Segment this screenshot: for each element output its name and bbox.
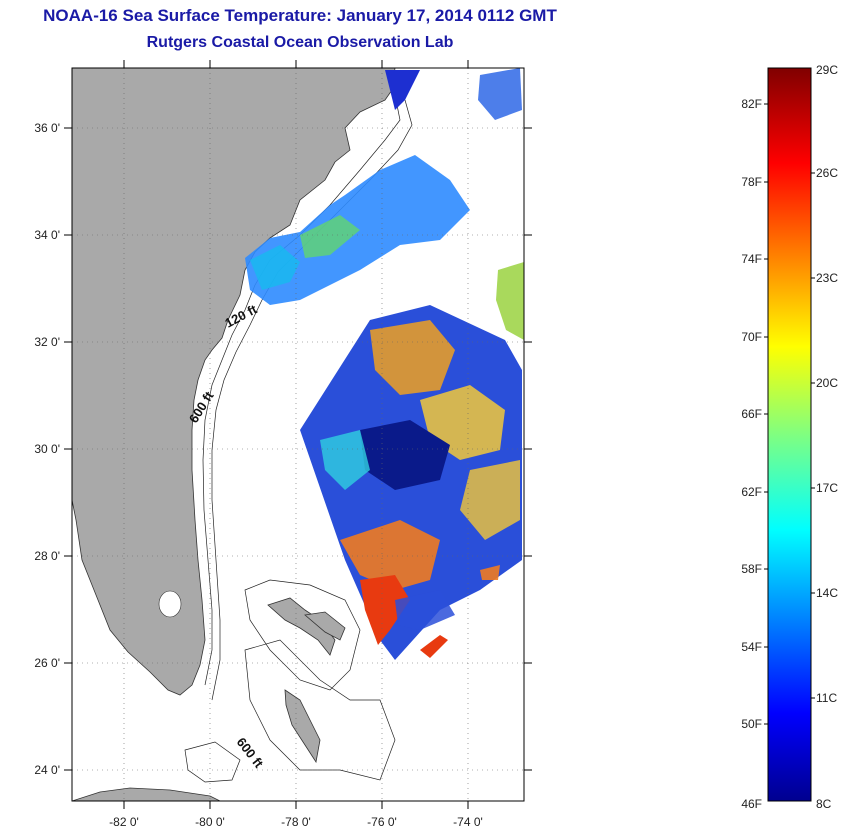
lat-label: 28 0' — [34, 549, 60, 563]
lon-label: -78 0' — [281, 815, 311, 829]
cbar-c-label: 8C — [816, 797, 832, 811]
colorbar-f-labels: 82F 78F 74F 70F 66F 62F 58F 54F 50F 46F — [741, 97, 762, 811]
land-mainland — [72, 68, 396, 696]
cbar-f-label: 66F — [741, 407, 762, 421]
cbar-f-label: 70F — [741, 330, 762, 344]
lon-tick-labels: -82 0' -80 0' -78 0' -76 0' -74 0' — [109, 815, 483, 829]
map-border — [71, 67, 525, 802]
lat-label: 34 0' — [34, 228, 60, 242]
cbar-f-label: 54F — [741, 640, 762, 654]
lon-label: -82 0' — [109, 815, 139, 829]
colorbar-c-labels: 29C 26C 23C 20C 17C 14C 11C 8C — [816, 63, 838, 811]
lat-tick-labels: 36 0' 34 0' 32 0' 30 0' 28 0' 26 0' 24 0… — [34, 121, 60, 777]
cbar-f-label: 50F — [741, 717, 762, 731]
cbar-c-label: 14C — [816, 586, 838, 600]
colorbar — [767, 67, 812, 802]
lon-label: -80 0' — [195, 815, 225, 829]
sst-swath — [245, 68, 524, 660]
cbar-c-label: 23C — [816, 271, 838, 285]
cbar-f-label: 46F — [741, 797, 762, 811]
cbar-f-label: 74F — [741, 252, 762, 266]
lat-label: 32 0' — [34, 335, 60, 349]
lon-label: -74 0' — [453, 815, 483, 829]
lat-label: 26 0' — [34, 656, 60, 670]
land-cuba — [72, 787, 221, 801]
lat-label: 24 0' — [34, 763, 60, 777]
cbar-c-label: 26C — [816, 166, 838, 180]
lon-label: -76 0' — [367, 815, 397, 829]
cbar-f-label: 82F — [741, 97, 762, 111]
map-title: NOAA-16 Sea Surface Temperature: January… — [43, 6, 557, 25]
cbar-f-label: 58F — [741, 562, 762, 576]
cbar-c-label: 11C — [816, 691, 837, 705]
cbar-c-label: 17C — [816, 481, 838, 495]
cbar-f-label: 62F — [741, 485, 762, 499]
cbar-c-label: 29C — [816, 63, 838, 77]
lat-label: 36 0' — [34, 121, 60, 135]
cbar-f-label: 78F — [741, 175, 762, 189]
lake-okeechobee — [158, 590, 182, 618]
land-bahamas — [267, 597, 346, 764]
colorbar-ticks — [764, 103, 815, 725]
cbar-c-label: 20C — [816, 376, 838, 390]
graticule — [72, 68, 524, 801]
axis-ticks — [64, 60, 532, 809]
lat-label: 30 0' — [34, 442, 60, 456]
map-subtitle: Rutgers Coastal Ocean Observation Lab — [146, 34, 454, 51]
